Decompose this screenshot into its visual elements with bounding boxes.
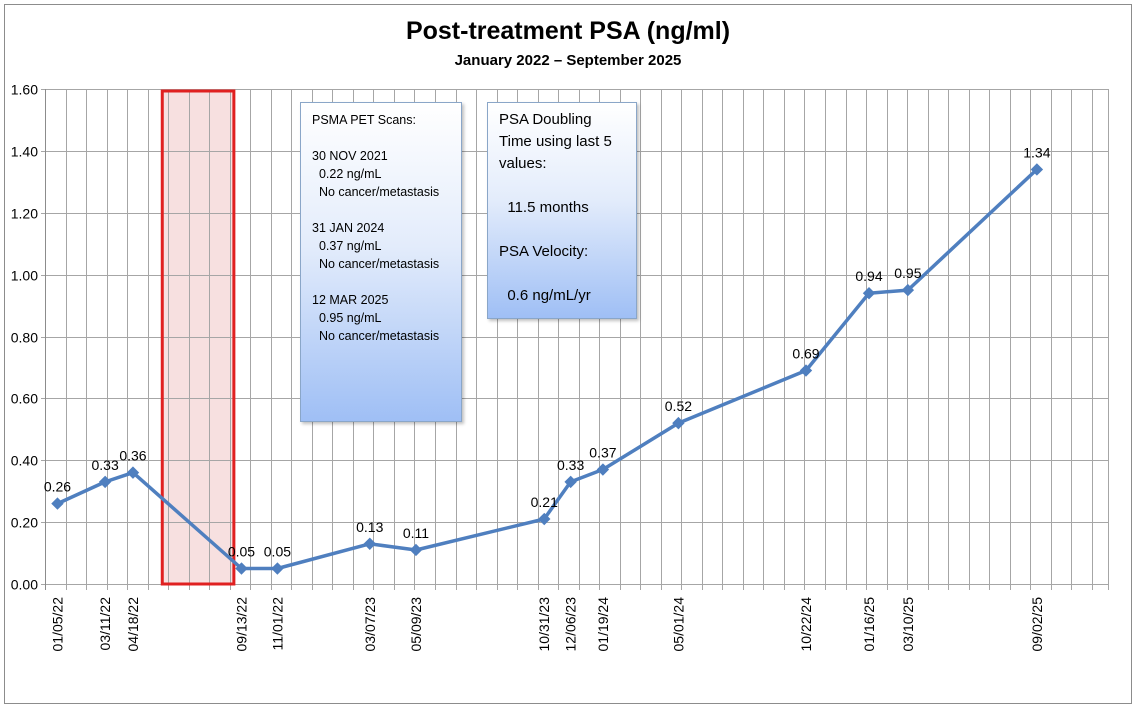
- chart-title: Post-treatment PSA (ng/ml): [406, 17, 730, 45]
- annotation-line: No cancer/metastasis: [312, 257, 440, 271]
- annotation-line: PSMA PET Scans:: [312, 113, 416, 127]
- data-labels: 0.260.330.360.05 0.050.13 0.110.210.330.37…: [44, 144, 1051, 559]
- x-tick-label: 10/22/24: [798, 597, 814, 652]
- annotation-line: [499, 175, 636, 197]
- y-tick-label: 0.60: [11, 391, 38, 407]
- annotation-line: Time using last 5: [499, 133, 612, 150]
- data-point: [1030, 163, 1044, 176]
- data-point: [409, 543, 423, 557]
- annotation-line: 0.6 ng/mL/yr: [499, 287, 591, 304]
- data-label: 0.13: [356, 519, 383, 535]
- series-psa: [51, 163, 1044, 575]
- data-point: [564, 475, 577, 489]
- annotation-line: 0.95 ng/mL: [312, 311, 382, 325]
- data-point: [538, 512, 551, 526]
- annotation-line: PSA Velocity:: [499, 243, 589, 260]
- x-tick-label: 03/07/23: [362, 597, 378, 652]
- data-label: 0.95: [894, 265, 921, 281]
- annotation-line: No cancer/metastasis: [312, 185, 440, 199]
- data-point: [98, 475, 112, 489]
- annotation-line: [499, 263, 636, 285]
- data-label: 0.37: [589, 445, 616, 461]
- highlight-border: [160, 89, 236, 586]
- annotation-line: 12 MAR 2025: [312, 293, 389, 307]
- data-label: 0.05: [228, 544, 255, 560]
- y-tick-label: 1.60: [11, 82, 38, 98]
- chart-subtitle: January 2022 – September 2025: [455, 52, 682, 69]
- annotation-line: 0.22 ng/mL: [312, 167, 382, 181]
- x-tick-label: 09/02/25: [1029, 597, 1045, 652]
- y-tick-label: 0.00: [11, 577, 38, 593]
- data-label: 0.69: [792, 346, 819, 362]
- data-label: 0.94: [855, 268, 882, 284]
- data-label: 0.26: [44, 479, 71, 495]
- annotation-line: [312, 273, 461, 291]
- data-point: [672, 416, 685, 430]
- x-tick-label: 09/13/22: [233, 597, 249, 652]
- x-axis-tick-labels: 01/05/22 03/11/22 04/18/22 09/13/22 11/01/22…: [49, 597, 1044, 652]
- data-label: 0.05: [264, 544, 291, 560]
- data-label: 0.21: [531, 494, 558, 510]
- x-tick-label: 10/31/23: [536, 597, 552, 652]
- annotation-line: No cancer/metastasis: [312, 329, 440, 343]
- y-tick-label: 0.80: [11, 330, 38, 346]
- annotation-line: [312, 129, 461, 147]
- psa-doubling-time-annotation: PSA Doubling Time using last 5 values: 11.…: [487, 102, 637, 319]
- x-tick-label: 01/19/24: [595, 597, 611, 652]
- x-tick-label: 04/18/22: [125, 597, 141, 652]
- data-label: 0.36: [119, 448, 146, 464]
- annotation-line: 11.5 months: [499, 199, 589, 216]
- y-tick-label: 0.40: [11, 453, 38, 469]
- x-tick-label: 01/05/22: [49, 597, 65, 652]
- y-tick-label: 1.00: [11, 268, 38, 284]
- data-point: [363, 537, 376, 550]
- annotation-line: [499, 219, 636, 241]
- data-point: [901, 283, 915, 297]
- x-tick-label: 05/01/24: [670, 597, 686, 652]
- x-tick-label: 03/11/22: [97, 597, 113, 651]
- x-tick-label: 05/09/23: [408, 597, 424, 652]
- data-point: [271, 562, 284, 575]
- psma-pet-scans-annotation: PSMA PET Scans: 30 NOV 2021 0.22 ng/mL N…: [300, 102, 462, 422]
- data-point: [51, 497, 64, 510]
- data-label: 0.52: [665, 398, 692, 414]
- y-tick-label: 0.20: [11, 515, 38, 531]
- annotation-line: values:: [499, 155, 547, 172]
- data-label: 0.33: [91, 457, 118, 473]
- annotation-line: PSA Doubling: [499, 111, 592, 128]
- data-label: 1.34: [1023, 144, 1050, 160]
- y-tick-label: 1.40: [11, 144, 38, 160]
- x-tick-label: 11/01/22: [269, 597, 285, 651]
- x-tick-label: 12/06/23: [563, 597, 579, 652]
- data-point: [126, 466, 140, 479]
- data-label: 0.33: [557, 457, 584, 473]
- data-point: [862, 286, 876, 300]
- annotation-line: [312, 201, 461, 219]
- annotation-line: 30 NOV 2021: [312, 149, 388, 163]
- x-tick-label: 01/16/25: [861, 597, 877, 652]
- annotation-line: 0.37 ng/mL: [312, 239, 382, 253]
- data-point: [235, 562, 248, 575]
- y-axis-tick-labels: 0.00 0.20 0.40 0.60 0.80 1.00 1.20 1.40 1.60: [11, 82, 38, 593]
- annotation-line: 31 JAN 2024: [312, 221, 385, 235]
- data-point: [596, 463, 610, 476]
- horizontal-gridlines: [41, 89, 1108, 590]
- data-label: 0.11: [403, 525, 429, 541]
- data-point: [799, 364, 813, 377]
- x-tick-label: 03/10/25: [900, 597, 916, 652]
- y-tick-label: 1.20: [11, 206, 38, 222]
